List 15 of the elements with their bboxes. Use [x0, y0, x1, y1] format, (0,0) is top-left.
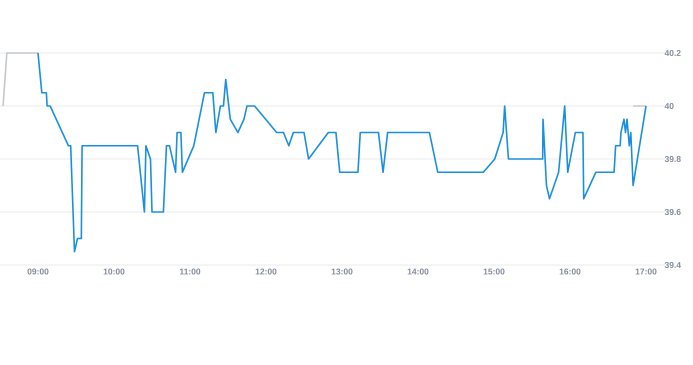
x-tick-label: 11:00 [180, 268, 200, 275]
y-tick-label: 39.4 [664, 262, 681, 268]
x-tick-label: 15:00 [484, 268, 504, 275]
x-tick-label: 14:00 [408, 268, 428, 275]
x-tick-label: 12:00 [256, 268, 276, 275]
x-tick-label: 10:00 [104, 268, 124, 275]
x-tick-label: 09:00 [28, 268, 48, 275]
y-tick-label: 39.6 [664, 209, 681, 215]
x-tick-label: 16:00 [560, 268, 580, 275]
y-tick-label: 39.8 [664, 156, 681, 162]
x-tick-label: 13:00 [332, 268, 352, 275]
line-series [37, 52, 647, 253]
y-tick-label: 40 [664, 103, 674, 109]
y-tick-label: 40.2 [664, 50, 681, 56]
x-tick-label: 17:00 [636, 268, 656, 275]
